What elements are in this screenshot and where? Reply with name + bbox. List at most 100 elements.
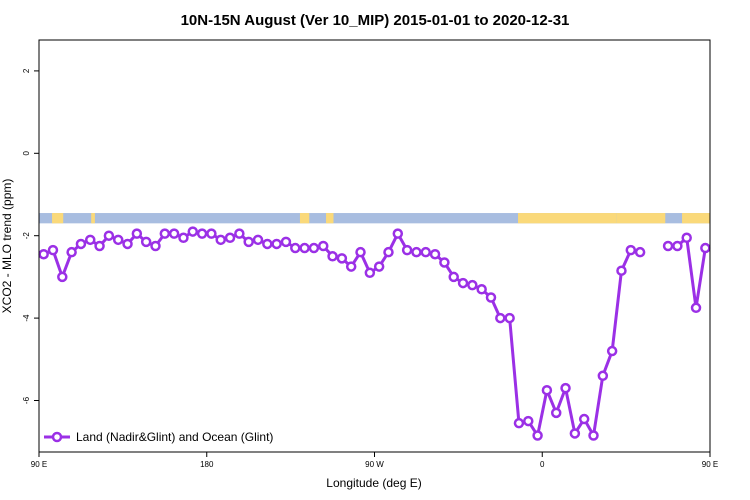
x-tick-label: 90 W xyxy=(365,460,384,469)
data-point xyxy=(150,240,161,252)
data-point xyxy=(401,244,413,256)
data-point xyxy=(280,236,292,248)
data-point xyxy=(196,228,208,239)
data-point xyxy=(411,246,422,258)
data-point xyxy=(523,415,534,427)
data-point xyxy=(476,284,487,295)
data-point xyxy=(504,312,515,324)
land-segment xyxy=(52,213,64,224)
data-point xyxy=(290,242,301,254)
data-point xyxy=(327,251,338,262)
data-point xyxy=(234,228,245,239)
land-segment xyxy=(299,213,310,224)
data-point xyxy=(373,261,385,272)
data-point xyxy=(550,407,562,419)
data-point xyxy=(38,248,49,260)
data-point xyxy=(178,232,189,244)
data-point xyxy=(187,226,199,237)
data-point xyxy=(606,345,618,357)
x-axis: 90 E 180 90 W 0 90 E xyxy=(31,452,718,469)
y-tick-label: -2 xyxy=(22,232,31,240)
y-tick-label: 2 xyxy=(22,68,31,73)
data-point xyxy=(662,240,674,252)
data-point xyxy=(140,236,152,248)
land-segment xyxy=(518,213,617,224)
data-point xyxy=(672,240,683,252)
land-segment xyxy=(616,213,666,224)
data-point xyxy=(345,261,357,272)
data-point xyxy=(94,240,105,252)
data-point xyxy=(420,246,432,258)
legend: Land (Nadir&Glint) and Ocean (Glint) xyxy=(44,430,273,444)
data-point xyxy=(215,234,226,246)
data-point xyxy=(131,228,143,239)
y-tick-label: 0 xyxy=(22,151,31,156)
data-point xyxy=(681,232,692,244)
plot-frame xyxy=(38,39,711,453)
ocean-band xyxy=(39,213,710,224)
data-point xyxy=(485,292,497,303)
data-point xyxy=(122,238,133,250)
y-tick-label: -6 xyxy=(22,396,31,404)
data-point xyxy=(429,248,441,260)
data-point xyxy=(103,230,115,241)
x-tick-label: 180 xyxy=(200,460,214,469)
legend-label: Land (Nadir&Glint) and Ocean (Glint) xyxy=(76,430,273,444)
data-point xyxy=(364,267,376,279)
data-point xyxy=(224,232,236,244)
data-point xyxy=(66,246,77,258)
data-point xyxy=(578,413,590,425)
data-point xyxy=(467,279,478,291)
data-point xyxy=(159,228,171,239)
land-segment xyxy=(326,213,334,224)
data-point xyxy=(112,234,124,246)
data-point xyxy=(168,228,180,239)
y-axis-label: XCO2 - MLO trend (ppm) xyxy=(0,179,14,314)
series-layer xyxy=(38,226,711,441)
x-tick-label: 90 E xyxy=(31,460,47,469)
data-point xyxy=(271,238,282,250)
land-ocean-band xyxy=(39,213,710,224)
land-segment xyxy=(91,213,95,224)
x-tick-label: 0 xyxy=(540,460,545,469)
data-point xyxy=(588,430,599,441)
data-point xyxy=(392,228,404,239)
data-point xyxy=(597,370,609,382)
data-point xyxy=(57,271,68,283)
data-point xyxy=(252,234,264,246)
data-point xyxy=(569,428,581,439)
data-point xyxy=(690,302,702,314)
data-point xyxy=(75,238,87,250)
data-point xyxy=(262,238,273,250)
data-point xyxy=(560,382,571,394)
data-point xyxy=(355,246,366,258)
data-point xyxy=(634,246,646,258)
data-point xyxy=(206,228,217,239)
data-point xyxy=(448,271,459,283)
x-tick-label: 90 E xyxy=(702,460,718,469)
y-axis: 2 0 -2 -4 -6 xyxy=(22,68,39,404)
data-point xyxy=(383,246,394,258)
data-point xyxy=(439,257,450,268)
x-axis-label: Longitude (deg E) xyxy=(326,476,421,490)
data-point xyxy=(616,265,627,276)
data-point xyxy=(513,417,525,429)
y-tick-label: -4 xyxy=(22,314,31,322)
data-point xyxy=(625,244,637,256)
data-point xyxy=(299,242,310,254)
data-point xyxy=(700,242,711,254)
data-point xyxy=(532,430,543,441)
land-segment xyxy=(682,213,710,224)
legend-marker xyxy=(51,431,63,443)
data-point xyxy=(336,253,348,264)
data-point xyxy=(85,234,96,246)
data-point xyxy=(541,384,553,396)
data-point xyxy=(495,312,506,324)
data-point xyxy=(47,244,59,256)
chart-title: 10N-15N August (Ver 10_MIP) 2015-01-01 t… xyxy=(181,12,570,29)
data-point xyxy=(243,236,254,248)
data-point xyxy=(308,242,320,254)
data-point xyxy=(317,240,329,252)
data-point xyxy=(457,277,469,289)
